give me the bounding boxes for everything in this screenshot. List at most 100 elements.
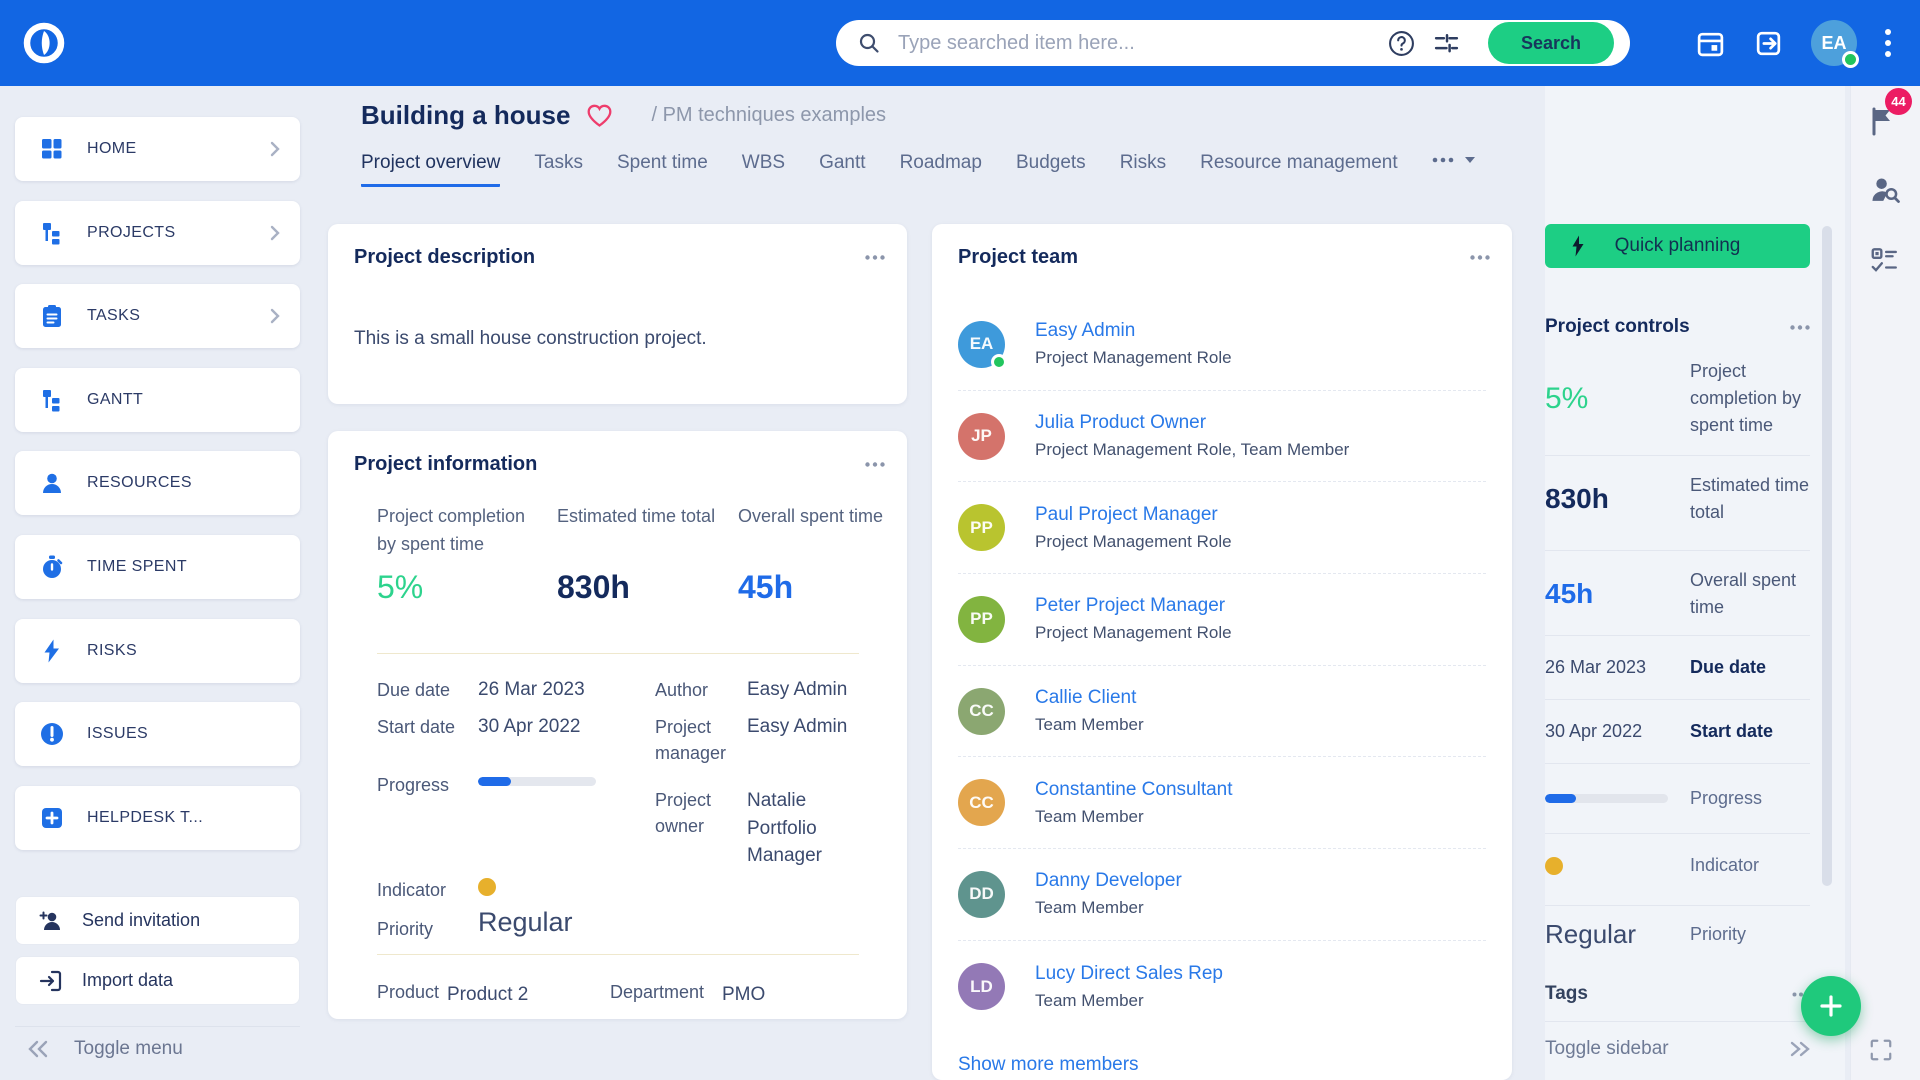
global-search: Search — [836, 20, 1630, 66]
row-value: 5% — [1545, 381, 1589, 415]
team-member-row: DD Danny Developer Team Member — [958, 849, 1486, 941]
member-name-link[interactable]: Constantine Consultant — [1035, 778, 1233, 800]
progress-bar — [1545, 794, 1668, 803]
tab-roadmap[interactable]: Roadmap — [899, 152, 982, 173]
product-value: Product 2 — [447, 984, 529, 1005]
person-search-icon[interactable] — [1869, 174, 1901, 211]
card-menu-icon[interactable] — [865, 255, 885, 260]
due-date-label: Due date — [377, 680, 451, 700]
user-avatar[interactable]: EA — [1811, 20, 1859, 68]
avatar: DD — [958, 870, 1005, 918]
tab-wbs[interactable]: WBS — [741, 152, 786, 173]
topbar-actions: EA — [1695, 0, 1920, 86]
card-title: Project information — [354, 453, 538, 475]
member-name-link[interactable]: Callie Client — [1035, 687, 1137, 709]
checklist-icon[interactable] — [1869, 246, 1899, 279]
fullscreen-icon[interactable] — [1869, 1038, 1893, 1067]
sidebar-item-home[interactable]: HOME — [15, 117, 300, 181]
member-role: Project Management Role — [1035, 623, 1232, 643]
person-icon — [39, 470, 65, 496]
tab-gantt[interactable]: Gantt — [819, 152, 866, 173]
sidebar-item-gantt[interactable]: GANTT — [15, 368, 300, 432]
quick-planning-button[interactable]: Quick planning — [1545, 224, 1810, 268]
send-invitation-label: Send invitation — [82, 910, 201, 930]
indicator-dot — [1545, 856, 1563, 875]
search-button[interactable]: Search — [1487, 22, 1614, 64]
sidebar-item-risks[interactable]: RISKS — [15, 619, 300, 683]
import-data-button[interactable]: Import data — [15, 956, 300, 1005]
stat-value: 45h — [738, 568, 794, 605]
tab-budgets[interactable]: Budgets — [1015, 152, 1086, 173]
lightning-bolt-icon — [1572, 235, 1584, 257]
sidebar-item-resources[interactable]: RESOURCES — [15, 451, 300, 515]
member-name-link[interactable]: Easy Admin — [1035, 320, 1136, 342]
app-logo-icon[interactable] — [21, 20, 67, 66]
avatar-initials: JP — [971, 426, 992, 446]
panel-rows: 5% Project completion by spent time 830h… — [1545, 352, 1810, 1060]
member-name-link[interactable]: Julia Product Owner — [1035, 412, 1207, 434]
row-value: 45h — [1545, 578, 1594, 609]
stat-spent: Overall spent time 45h — [738, 503, 903, 606]
team-member-row: PP Paul Project Manager Project Manageme… — [958, 482, 1486, 575]
kebab-menu-icon[interactable] — [1884, 27, 1892, 59]
sidebar-divider — [15, 1026, 300, 1027]
panel-scrollbar-thumb[interactable] — [1822, 226, 1832, 886]
due-date-value: 26 Mar 2023 — [478, 679, 585, 700]
double-chevron-right-icon — [1790, 1041, 1810, 1057]
tab-resource-management[interactable]: Resource management — [1200, 152, 1398, 173]
project-manager-label: Project manager — [655, 717, 727, 764]
card-menu-icon[interactable] — [1470, 255, 1490, 260]
sidebar-item-label: HELPDESK T... — [87, 809, 204, 826]
card-menu-icon[interactable] — [865, 462, 885, 467]
search-input[interactable] — [898, 31, 1388, 55]
flag-notifications-icon[interactable] — [1869, 106, 1897, 141]
avatar: PP — [958, 595, 1005, 643]
member-name-link[interactable]: Paul Project Manager — [1035, 503, 1218, 525]
progress-label: Progress — [377, 775, 450, 795]
project-controls-panel: Quick planning Project controls 5% Proje… — [1545, 86, 1845, 1080]
avatar-initials: PP — [970, 609, 993, 629]
page-title: Building a house — [361, 100, 571, 130]
sidebar-item-projects[interactable]: PROJECTS — [15, 201, 300, 265]
tab-risks[interactable]: Risks — [1119, 152, 1167, 173]
breadcrumb[interactable]: / PM techniques examples — [651, 104, 887, 126]
person-add-icon — [38, 909, 64, 933]
tabs-overflow-button[interactable] — [1432, 152, 1476, 174]
member-name-link[interactable]: Lucy Direct Sales Rep — [1035, 962, 1223, 984]
stat-value: 5% — [377, 568, 424, 605]
right-edge-rail: 44 — [1850, 86, 1920, 1080]
send-invitation-button[interactable]: Send invitation — [15, 896, 300, 945]
panel-menu-icon[interactable] — [1790, 324, 1810, 330]
plus-square-icon — [39, 805, 65, 831]
tab-project-overview[interactable]: Project overview — [361, 152, 501, 187]
start-date-label: Start date — [377, 717, 456, 737]
notification-badge: 44 — [1885, 88, 1912, 115]
search-filters-icon[interactable] — [1433, 30, 1460, 57]
toggle-sidebar-button[interactable]: Toggle sidebar — [1545, 1022, 1810, 1060]
sidebar-item-issues[interactable]: ISSUES — [15, 702, 300, 766]
favorite-heart-icon[interactable] — [586, 103, 613, 128]
add-new-button[interactable] — [1801, 976, 1861, 1036]
show-more-members-link[interactable]: Show more members — [958, 1054, 1139, 1075]
avatar-initials: LD — [970, 976, 993, 996]
panel-row-tags: Tags — [1545, 968, 1810, 1022]
tab-spent-time[interactable]: Spent time — [616, 152, 708, 173]
panel-row-spent: 45h Overall spent time — [1545, 551, 1810, 636]
toggle-menu-button[interactable]: Toggle menu — [28, 1038, 183, 1060]
member-name-link[interactable]: Danny Developer — [1035, 870, 1182, 892]
help-icon[interactable] — [1388, 30, 1415, 57]
calendar-icon[interactable] — [1695, 28, 1726, 59]
tab-tasks[interactable]: Tasks — [534, 152, 583, 173]
topbar: Search EA — [0, 0, 1920, 86]
export-icon[interactable] — [1753, 28, 1784, 59]
caret-down-icon — [1464, 157, 1475, 163]
sidebar-item-time-spent[interactable]: TIME SPENT — [15, 535, 300, 599]
avatar-initials: DD — [969, 884, 994, 904]
member-name-link[interactable]: Peter Project Manager — [1035, 595, 1226, 617]
card-divider — [377, 653, 859, 654]
sidebar-item-tasks[interactable]: TASKS — [15, 284, 300, 348]
indicator-dot — [478, 878, 496, 896]
project-owner-label: Project owner — [655, 790, 712, 837]
sidebar-item-helpdesk[interactable]: HELPDESK T... — [15, 786, 300, 850]
panel-row-progress: Progress — [1545, 764, 1810, 834]
